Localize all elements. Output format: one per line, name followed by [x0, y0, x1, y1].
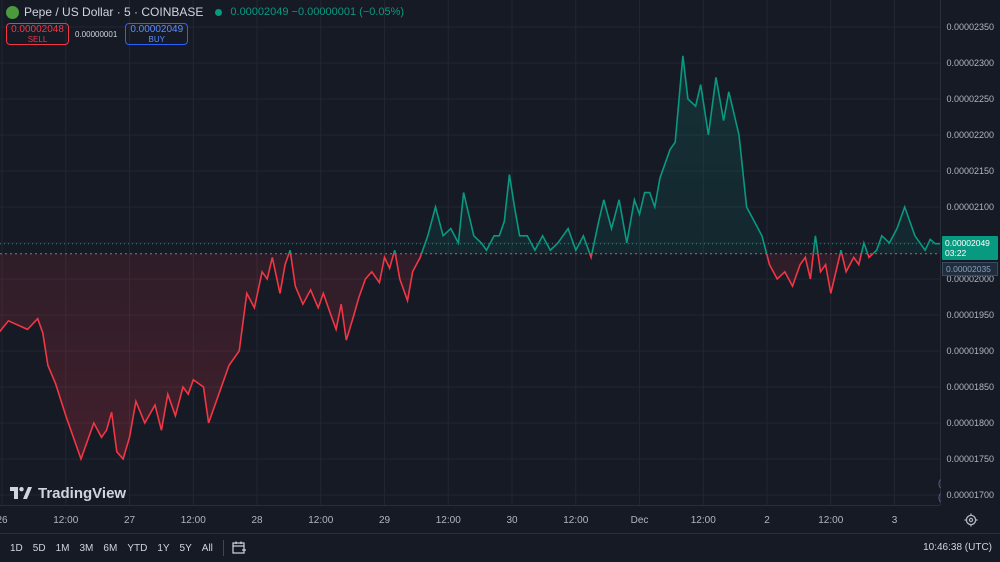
- range-ytd[interactable]: YTD: [127, 542, 148, 554]
- time-axis[interactable]: 26 12:00 27 12:00 28 12:00 29 12:00 30 12:00 Dec 12…: [0, 505, 940, 533]
- range-1y[interactable]: 1Y: [157, 542, 170, 554]
- area-below-baseline: [0, 253, 873, 459]
- time-tick-label: 28: [251, 515, 263, 526]
- price-tick-label: 0.00001950: [946, 310, 994, 320]
- clock[interactable]: 10:46:38 (UTC): [923, 542, 992, 553]
- time-tick-label: 30: [506, 515, 518, 526]
- range-1d[interactable]: 1D: [10, 542, 23, 554]
- time-tick-label: 26: [0, 515, 8, 526]
- range-all[interactable]: All: [201, 542, 213, 554]
- time-tick-label: 12:00: [53, 515, 79, 526]
- price-tick-label: 0.00001900: [946, 346, 994, 356]
- price-tick-label: 0.00002000: [946, 274, 994, 284]
- time-tick-label: 2: [764, 515, 770, 526]
- time-tick-label: 12:00: [818, 515, 844, 526]
- symbol-title[interactable]: Pepe / US Dollar · 5 · COINBASE: [24, 5, 204, 19]
- toolbar-divider: [222, 540, 224, 556]
- market-status-icon: [215, 8, 223, 16]
- time-tick-label: 27: [123, 515, 136, 526]
- chart-area[interactable]: Pepe / US Dollar · 5 · COINBASE 0.000020…: [0, 0, 940, 505]
- pepe-logo-icon: [6, 5, 19, 19]
- price-tick-label: 0.00001700: [946, 490, 994, 500]
- tradingview-logo-icon: [10, 486, 32, 499]
- price-tick-label: 0.00001750: [946, 454, 994, 464]
- axis-markers: ((: [938, 478, 941, 502]
- price-tick-label: 0.00002100: [946, 202, 994, 212]
- price-line-down: [0, 253, 875, 462]
- price-tick-label: 0.00001850: [946, 382, 994, 392]
- sell-button[interactable]: 0.00002048 SELL: [6, 23, 69, 45]
- price-tick-label: 0.00002150: [946, 166, 994, 176]
- price-tick-label: 0.00002200: [946, 130, 994, 140]
- price-line-up: [288, 55, 940, 254]
- brand-name: TradingView: [38, 485, 127, 502]
- sell-label: SELL: [27, 35, 48, 44]
- price-tick-label: 0.00002250: [946, 94, 994, 104]
- time-tick-label: 12:00: [563, 515, 589, 526]
- settings-gear-icon[interactable]: [964, 513, 978, 527]
- bottom-toolbar: 1D 5D 1M 3M 6M YTD 1Y 5Y All 10:46:38 (U…: [0, 533, 1000, 562]
- last-change: 0.00002049 −0.00000001 (−0.05%): [230, 6, 405, 18]
- tradingview-logo[interactable]: TradingView: [10, 485, 126, 502]
- price-tick-label: 0.00002300: [946, 58, 994, 68]
- sell-price: 0.00002048: [11, 24, 64, 35]
- range-3m[interactable]: 3M: [79, 542, 94, 554]
- bar-countdown: 03:22: [945, 248, 967, 258]
- last-price-label: 0.00002049: [945, 238, 990, 248]
- calendar-range-icon[interactable]: [232, 541, 247, 555]
- last-price-badge: 0.00002049 03:22: [942, 236, 998, 260]
- price-tick-label: 0.00002350: [946, 22, 994, 32]
- time-tick-label: 29: [378, 515, 391, 526]
- time-tick-label: 12:00: [180, 515, 206, 526]
- chart-legend[interactable]: Pepe / US Dollar · 5 · COINBASE 0.000020…: [6, 4, 404, 20]
- previous-close-badge: 0.00002035: [942, 262, 998, 276]
- range-5d[interactable]: 5D: [32, 542, 46, 554]
- buy-button[interactable]: 0.00002049 BUY: [125, 23, 189, 45]
- price-tick-label: 0.00001800: [946, 418, 994, 428]
- time-tick-label: 3: [891, 515, 898, 526]
- time-tick-label: 12:00: [690, 515, 716, 526]
- price-chart[interactable]: [0, 0, 940, 505]
- trade-panel: 0.00002048 SELL 0.00000001 0.00002049 BU…: [6, 23, 189, 45]
- time-tick-label: 12:00: [308, 515, 334, 526]
- range-5y[interactable]: 5Y: [179, 542, 192, 554]
- price-axis[interactable]: 0.00002350 0.00002300 0.00002250 0.00002200…: [940, 0, 1000, 505]
- range-6m[interactable]: 6M: [103, 542, 118, 554]
- time-tick-label: 12:00: [435, 515, 461, 526]
- buy-price: 0.00002049: [130, 24, 184, 35]
- time-tick-label: Dec: [630, 515, 649, 526]
- area-above-baseline: [0, 55, 940, 254]
- range-1m[interactable]: 1M: [55, 542, 70, 554]
- buy-label: BUY: [148, 35, 165, 44]
- spread-value: 0.00000001: [75, 29, 118, 39]
